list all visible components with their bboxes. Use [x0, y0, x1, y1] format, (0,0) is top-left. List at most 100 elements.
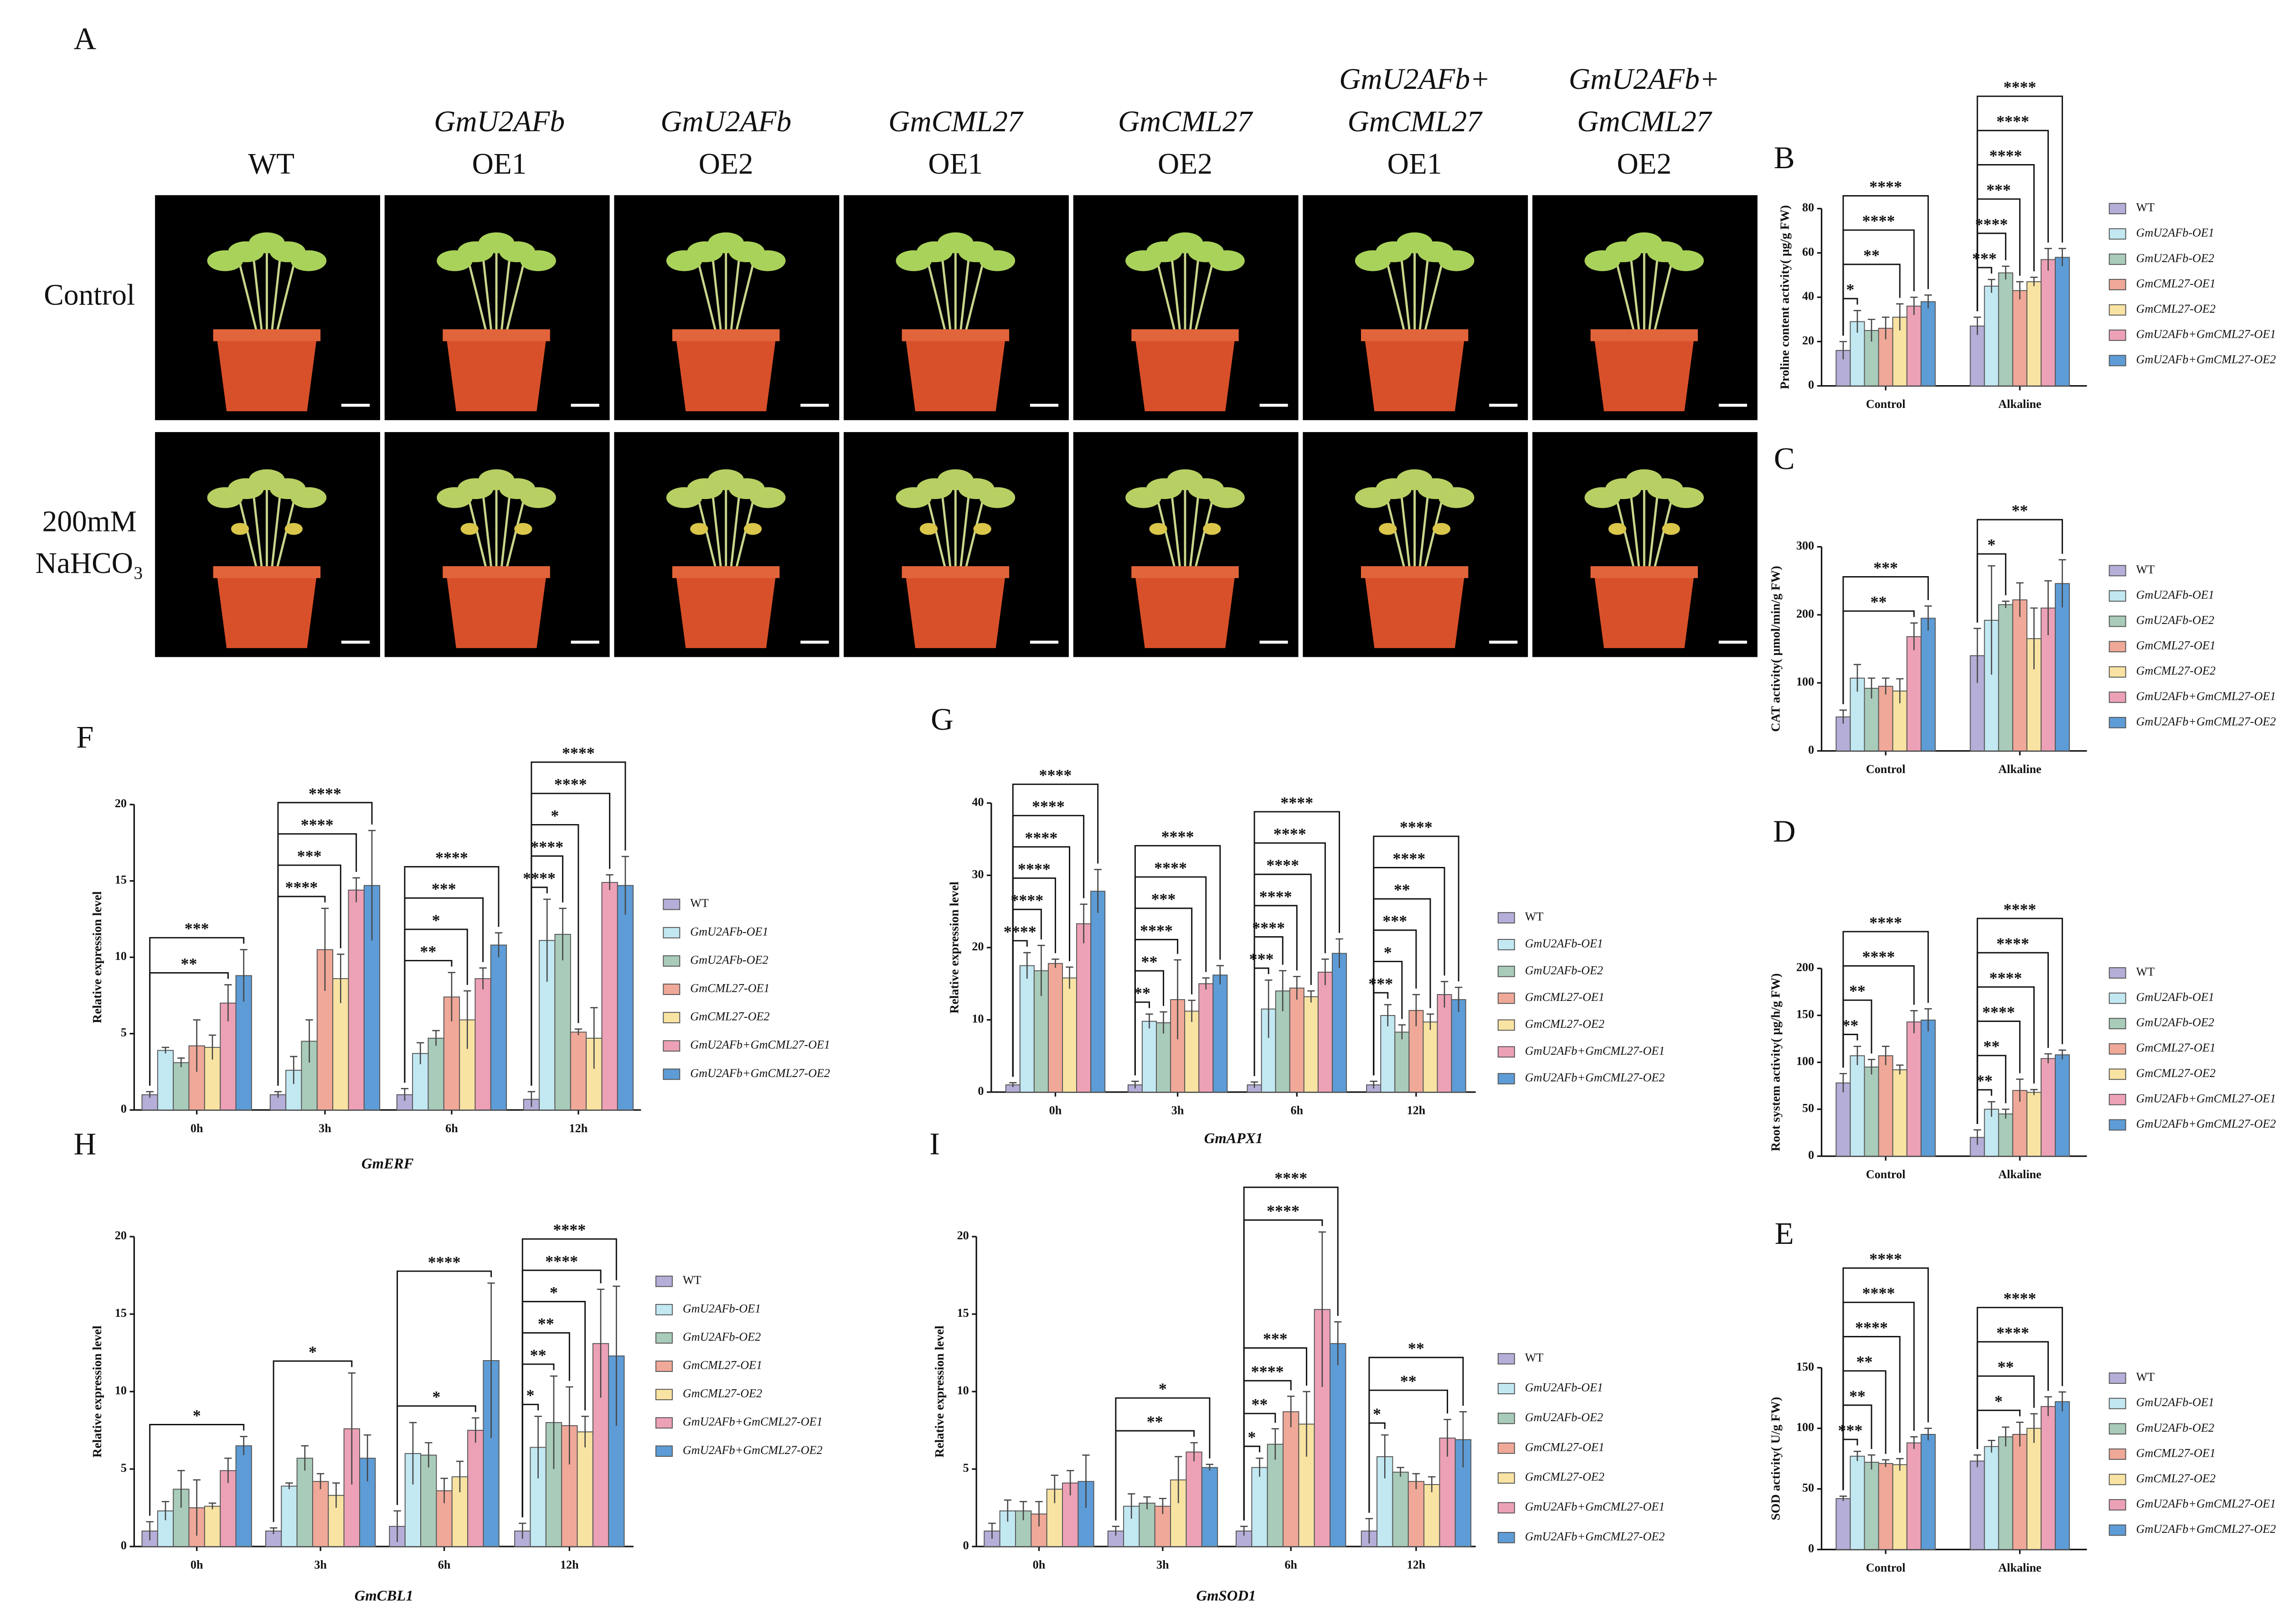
bar [1090, 891, 1106, 1093]
significance-label: **** [1982, 1003, 2015, 1021]
error-bar [1052, 959, 1059, 968]
pot [1134, 569, 1236, 648]
significance-label: * [1995, 1392, 2003, 1410]
pot [1364, 569, 1465, 648]
pot [1593, 569, 1695, 648]
bar [1198, 983, 1214, 1093]
error-bar [1035, 1501, 1043, 1526]
pot-rim [213, 329, 321, 341]
column-header: OE2 [1617, 148, 1671, 180]
legend-swatch [1497, 1353, 1515, 1365]
significance-bracket [1012, 784, 1099, 1077]
significance-label: * [526, 1386, 534, 1404]
error-bar [1988, 278, 1995, 293]
plant-stem [1400, 493, 1412, 574]
legend-label: GmCML27-OE2 [2136, 1472, 2215, 1485]
plant-stem [500, 256, 511, 337]
error-bar [534, 1416, 542, 1479]
significance-label: *** [1249, 950, 1274, 968]
significance-label: *** [185, 919, 209, 938]
bar [1920, 301, 1936, 387]
legend-label: GmCML27-OE1 [2136, 1041, 2215, 1054]
significance-label: *** [1382, 912, 1407, 930]
y-tick-label: 0 [1808, 1149, 1814, 1162]
legend-swatch [663, 898, 681, 910]
error-bar [1839, 1073, 1847, 1093]
error-bar [1839, 341, 1847, 360]
plant-leaf [1203, 523, 1221, 535]
plant-stem [959, 256, 970, 337]
error-bar [2044, 1396, 2052, 1417]
error-bar [456, 1460, 464, 1493]
bar [1251, 1467, 1268, 1547]
legend-swatch [2109, 717, 2126, 728]
y-tick-label: 0 [121, 1102, 127, 1115]
panel-label: H [74, 1127, 97, 1161]
significance-label: **** [1989, 969, 2022, 987]
bar [1906, 1442, 1922, 1550]
significance-bracket [1368, 1356, 1464, 1513]
x-tick-label: 3h [314, 1558, 327, 1572]
plant-stem [941, 493, 952, 574]
plant-leaf [520, 487, 556, 508]
significance-label: **** [1004, 923, 1036, 941]
error-bar [1082, 1454, 1090, 1508]
significance-label: **** [285, 878, 318, 897]
y-tick-label: 10 [957, 1384, 969, 1397]
plant-stem [1616, 265, 1637, 337]
y-tick-label: 20 [957, 1229, 969, 1242]
legend-label: GmCML27-OE1 [690, 981, 769, 995]
significance-label: **** [1869, 178, 1902, 196]
error-bar [606, 874, 614, 890]
significance-bracket [1243, 1186, 1339, 1521]
significance-label: ** [1147, 1413, 1163, 1431]
error-bar [1051, 1474, 1058, 1503]
error-bar [240, 1436, 247, 1455]
significance-bracket [1976, 519, 2063, 623]
column-header: GmCML27 [1118, 105, 1253, 138]
error-bar [1428, 1476, 1436, 1493]
column-header: OE1 [472, 148, 527, 180]
bar [1212, 974, 1228, 1093]
plant-stem [504, 501, 525, 574]
significance-bracket [277, 802, 373, 1086]
pot-rim [672, 329, 780, 341]
significance-label: **** [1996, 112, 2029, 130]
legend-swatch [2109, 1068, 2126, 1080]
error-bar [1066, 1470, 1074, 1495]
bar [2041, 1406, 2056, 1550]
error-bar [1988, 1439, 1995, 1453]
legend-swatch [2109, 1372, 2126, 1384]
legend-swatch [2109, 1499, 2126, 1511]
x-tick-label: 6h [438, 1558, 451, 1572]
error-bar [527, 1091, 536, 1107]
x-axis-title: GmERF [361, 1156, 414, 1172]
significance-label: * [1159, 1380, 1167, 1398]
plant-leaf [1668, 487, 1704, 508]
significance-label: * [432, 1388, 440, 1406]
y-tick-label: 100 [1796, 675, 1814, 688]
error-bar [1023, 952, 1031, 979]
significance-label: ** [1842, 1016, 1858, 1034]
column-header: GmCML27 [1347, 105, 1483, 138]
error-bar [161, 1047, 170, 1054]
column-header: OE2 [699, 148, 753, 180]
error-bar [1112, 1526, 1120, 1536]
bar [617, 885, 634, 1111]
error-bar [1896, 678, 1904, 703]
bar [1998, 604, 2013, 752]
significance-label: **** [428, 1253, 461, 1271]
legend-label: GmU2AFb+GmCML27-OE2 [2136, 715, 2276, 728]
column-header: WT [248, 148, 294, 180]
row-label: NaHCO₃ [36, 547, 144, 580]
plant-stem [729, 493, 741, 574]
y-axis-title: Relative expression level [90, 1325, 104, 1458]
error-bar [1370, 1080, 1377, 1089]
legend-label: GmU2AFb-OE1 [683, 1302, 761, 1315]
bar [554, 933, 571, 1111]
pot-rim [1361, 566, 1469, 578]
plant-stem [239, 501, 259, 574]
significance-label: **** [1252, 918, 1285, 937]
legend-label: WT [1525, 1351, 1544, 1364]
error-bar [550, 1375, 558, 1469]
